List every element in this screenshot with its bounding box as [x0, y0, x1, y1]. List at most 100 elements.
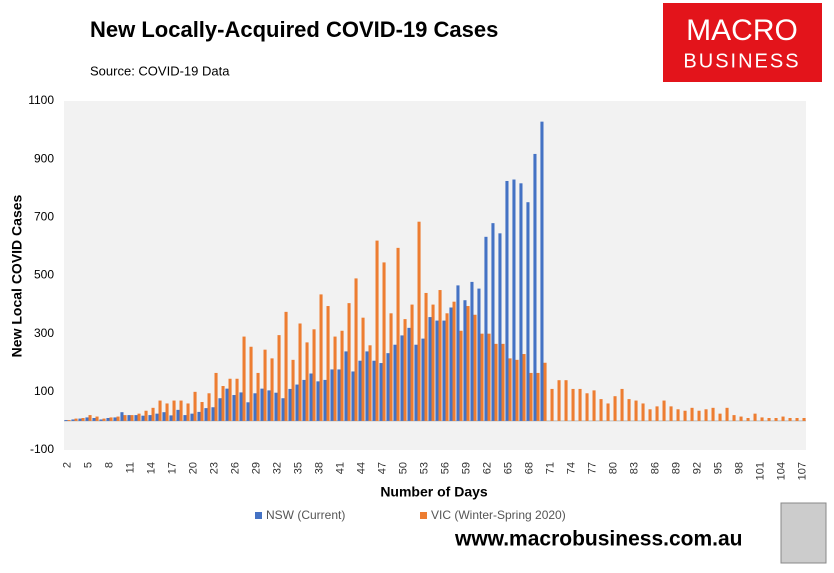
y-axis-title: New Local COVID Cases: [9, 194, 25, 357]
bar: [512, 179, 516, 421]
bar: [767, 418, 771, 421]
bar: [249, 346, 253, 421]
bar: [323, 379, 327, 421]
bar: [487, 333, 491, 421]
bar: [71, 419, 75, 421]
bar: [753, 413, 757, 421]
bar: [67, 420, 71, 421]
legend-label: VIC (Winter-Spring 2020): [431, 508, 566, 522]
bar: [141, 415, 145, 421]
bar: [218, 398, 222, 421]
bar: [372, 360, 376, 421]
bar: [64, 420, 68, 421]
bar: [746, 418, 750, 421]
bar: [536, 372, 540, 421]
bar: [85, 417, 89, 421]
x-tick-label: 23: [208, 462, 220, 474]
bar: [281, 398, 285, 421]
bar: [155, 413, 159, 421]
bar: [305, 342, 309, 421]
x-tick-label: 83: [628, 462, 640, 474]
x-tick-label: 50: [397, 462, 409, 474]
bar: [309, 373, 313, 421]
bar: [123, 415, 127, 421]
bar: [718, 413, 722, 421]
x-tick-label: 14: [145, 462, 157, 474]
bar: [109, 417, 113, 421]
legend-swatch: [255, 512, 262, 519]
bar: [379, 363, 383, 421]
bar: [214, 372, 218, 421]
bar: [641, 403, 645, 421]
bar: [337, 369, 341, 421]
x-tick-label: 92: [691, 462, 703, 474]
bar: [428, 317, 432, 421]
bar: [288, 388, 292, 421]
x-tick-label: 17: [166, 462, 178, 474]
bar: [456, 285, 460, 421]
bar: [690, 407, 694, 421]
bar: [186, 403, 190, 421]
bar: [169, 415, 173, 421]
bar: [260, 388, 264, 421]
bar: [365, 351, 369, 421]
bar: [788, 418, 792, 421]
bar: [683, 410, 687, 421]
bar: [351, 371, 355, 421]
bar: [74, 418, 78, 421]
bar: [543, 362, 547, 421]
x-tick-label: 2: [61, 462, 73, 468]
bar: [127, 415, 131, 421]
bar: [211, 407, 215, 421]
bar: [711, 407, 715, 421]
bar: [144, 410, 148, 421]
bar: [333, 336, 337, 421]
bar: [179, 400, 183, 421]
bar: [477, 288, 481, 421]
bar: [519, 183, 523, 421]
bar: [564, 380, 568, 421]
x-tick-label: 65: [502, 462, 514, 474]
bar: [578, 388, 582, 421]
bar: [190, 413, 194, 421]
bar: [697, 410, 701, 421]
bar: [354, 278, 358, 421]
bar: [585, 393, 589, 421]
logo-line: MACRO: [686, 14, 798, 47]
website: www.macrobusiness.com.au: [454, 528, 742, 551]
x-tick-label: 59: [460, 462, 472, 474]
bar: [242, 336, 246, 421]
x-tick-label: 38: [313, 462, 325, 474]
bar: [113, 417, 117, 421]
bar: [200, 402, 204, 421]
bar: [228, 378, 232, 421]
bar: [522, 354, 526, 421]
bar: [400, 335, 404, 421]
bar: [312, 329, 316, 421]
bar: [606, 403, 610, 421]
y-tick-label: 700: [34, 210, 54, 224]
bar: [235, 378, 239, 421]
bar: [95, 416, 99, 421]
bar: [193, 391, 197, 421]
bar: [498, 233, 502, 421]
bar: [613, 396, 617, 421]
bar: [102, 418, 106, 421]
x-tick-label: 77: [586, 462, 598, 474]
bar: [480, 333, 484, 421]
bar: [592, 390, 596, 421]
bar: [781, 416, 785, 421]
bar: [739, 416, 743, 421]
x-tick-label: 41: [334, 462, 346, 474]
bar: [438, 290, 442, 421]
bar: [452, 301, 456, 421]
bar: [389, 313, 393, 421]
bar: [491, 223, 495, 421]
bar: [221, 386, 225, 421]
logo: [663, 3, 822, 82]
x-tick-label: 98: [733, 462, 745, 474]
y-tick-label: -100: [30, 442, 54, 456]
x-tick-label: 80: [607, 462, 619, 474]
bar: [197, 411, 201, 421]
y-tick-label: 300: [34, 326, 54, 340]
